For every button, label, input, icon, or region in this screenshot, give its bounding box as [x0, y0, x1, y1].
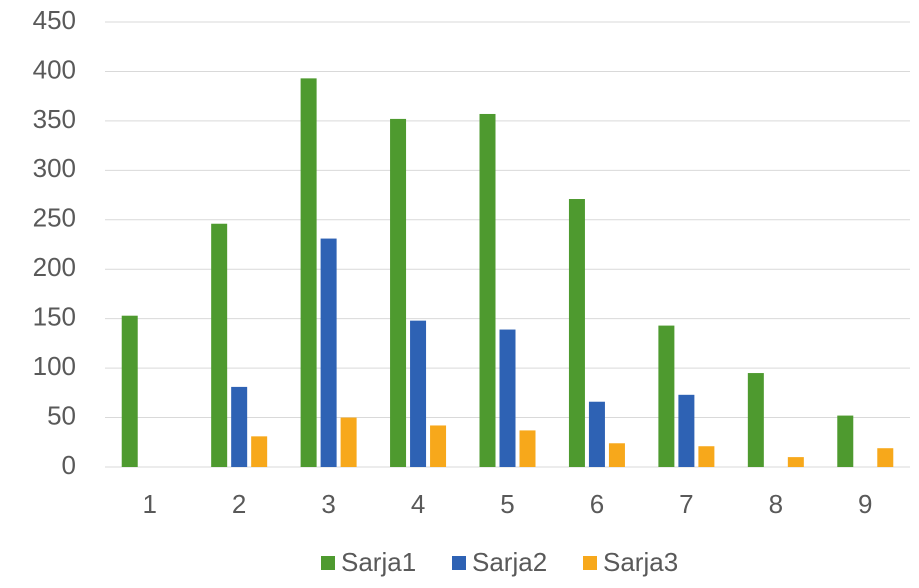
y-tick-label: 200	[33, 252, 76, 282]
legend-swatch	[452, 556, 466, 570]
y-tick-label: 250	[33, 203, 76, 233]
x-tick-label: 7	[679, 489, 693, 519]
y-tick-label: 350	[33, 104, 76, 134]
y-tick-label: 0	[62, 450, 76, 480]
bar	[479, 113, 496, 467]
bar	[588, 401, 605, 467]
x-tick-label: 8	[769, 489, 783, 519]
bar	[300, 78, 317, 467]
bar	[787, 457, 804, 467]
bar	[877, 448, 894, 467]
x-tick-label: 3	[321, 489, 335, 519]
bar	[390, 118, 407, 468]
legend-swatch	[583, 556, 597, 570]
x-tick-label: 6	[590, 489, 604, 519]
legend-label: Sarja1	[341, 547, 416, 577]
bar	[121, 315, 138, 467]
y-tick-label: 300	[33, 153, 76, 183]
x-tick-label: 9	[858, 489, 872, 519]
bar	[568, 199, 585, 467]
bar	[698, 446, 715, 467]
y-tick-label: 150	[33, 302, 76, 332]
bar	[320, 238, 337, 467]
bar	[519, 430, 536, 467]
legend-swatch	[321, 556, 335, 570]
bar	[608, 443, 625, 467]
y-tick-label: 50	[47, 400, 76, 430]
bar	[499, 329, 516, 467]
bar	[837, 415, 854, 467]
bar	[231, 386, 248, 467]
bar	[211, 223, 228, 467]
bar	[251, 436, 268, 467]
y-tick-label: 100	[33, 351, 76, 381]
legend-label: Sarja3	[603, 547, 678, 577]
y-tick-label: 400	[33, 54, 76, 84]
bar	[747, 373, 764, 467]
x-tick-label: 4	[411, 489, 425, 519]
x-tick-label: 5	[500, 489, 514, 519]
y-tick-label: 450	[33, 5, 76, 35]
bar	[340, 417, 357, 467]
x-tick-label: 1	[142, 489, 156, 519]
x-tick-label: 2	[232, 489, 246, 519]
bar	[410, 320, 427, 467]
legend-label: Sarja2	[472, 547, 547, 577]
bar	[430, 425, 447, 467]
bar	[678, 394, 695, 467]
bar	[658, 325, 675, 467]
